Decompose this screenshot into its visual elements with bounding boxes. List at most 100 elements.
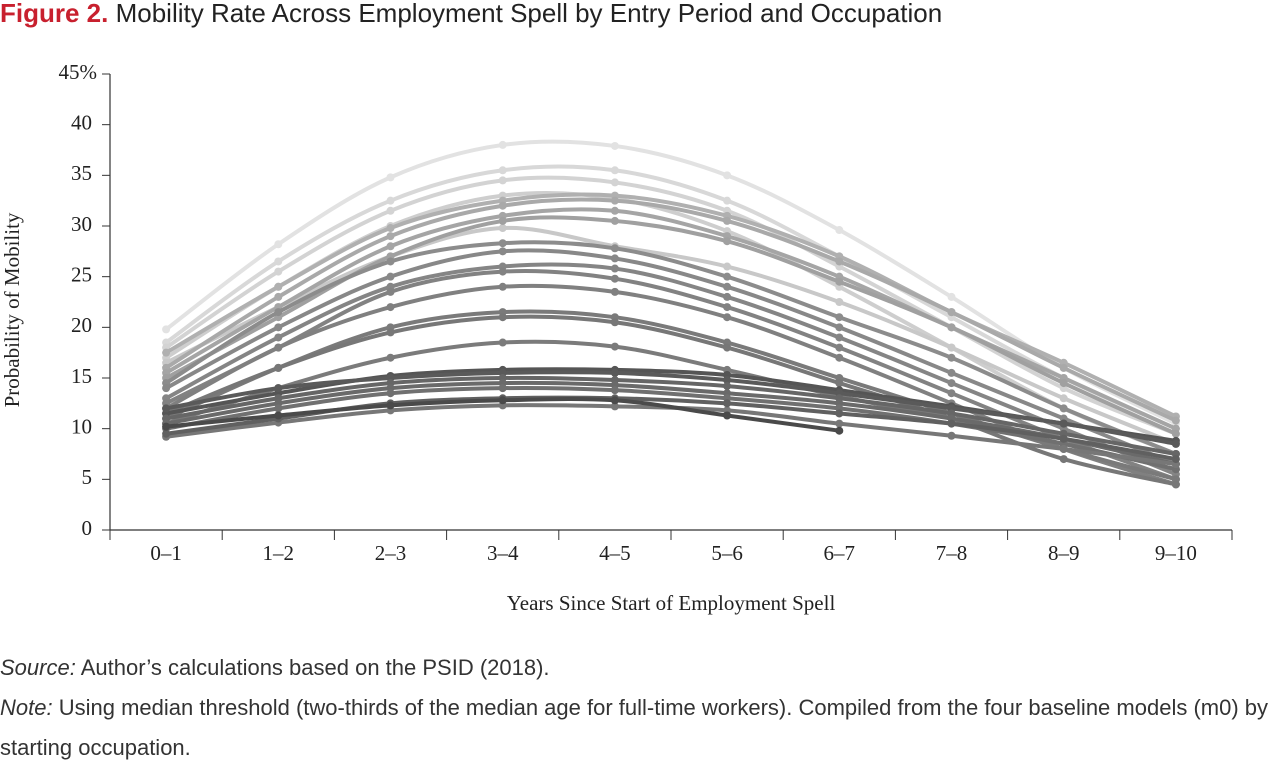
series-point [835, 419, 844, 428]
x-tick-label: 9–10 [1155, 541, 1197, 565]
series-point [1171, 439, 1180, 448]
series-point [610, 264, 619, 273]
series-point [162, 384, 171, 393]
series-point [835, 426, 844, 435]
series-point [274, 384, 283, 393]
series-point [498, 247, 507, 256]
series-point [1059, 363, 1068, 372]
series-point [723, 399, 732, 408]
series-point [835, 313, 844, 322]
series-point [610, 244, 619, 253]
series-point [947, 323, 956, 332]
series-point [498, 166, 507, 175]
series-point [1171, 480, 1180, 489]
x-tick-label: 3–4 [487, 541, 519, 565]
series-point [386, 257, 395, 266]
series-point [274, 257, 283, 266]
series-point [1059, 404, 1068, 413]
series-point [386, 287, 395, 296]
series-point [498, 201, 507, 210]
series-point [498, 176, 507, 185]
series-point [386, 173, 395, 182]
series-line [165, 225, 1177, 446]
series-point [835, 257, 844, 266]
series-point [947, 389, 956, 398]
series-point [498, 282, 507, 291]
series-point [274, 240, 283, 249]
y-tick-label: 45% [59, 60, 98, 84]
y-tick-label: 40 [71, 110, 92, 134]
series-point [1059, 379, 1068, 388]
series-line [165, 207, 1177, 431]
series-point [947, 379, 956, 388]
series-point [386, 401, 395, 410]
series-point [610, 402, 619, 411]
series-line [165, 385, 1177, 472]
series-line [165, 240, 1177, 456]
series-point [835, 343, 844, 352]
series-point [386, 232, 395, 241]
series-point [162, 429, 171, 438]
series-point [386, 196, 395, 205]
series-line [165, 197, 1177, 423]
y-tick-label: 35 [71, 161, 92, 185]
series-point [723, 303, 732, 312]
series-point [498, 140, 507, 149]
y-tick-label: 10 [71, 414, 92, 438]
series-point [386, 389, 395, 398]
series-line [165, 314, 1177, 487]
series-point [386, 242, 395, 251]
series-point [274, 404, 283, 413]
y-axis-label: Probability of Mobility [0, 212, 24, 407]
series-point [610, 254, 619, 263]
x-axis-label: Years Since Start of Employment Spell [507, 591, 836, 615]
title: Figure 2. Mobility Rate Across Employmen… [0, 0, 942, 29]
series-point [386, 328, 395, 337]
series-point [835, 277, 844, 286]
series-point [498, 396, 507, 405]
series-point [1171, 429, 1180, 438]
series-point [1171, 416, 1180, 425]
series-point [498, 239, 507, 248]
y-tick-label: 5 [82, 465, 93, 489]
series-point [498, 216, 507, 225]
series-point [723, 272, 732, 281]
series-point [835, 409, 844, 418]
x-tick-label: 4–5 [599, 541, 631, 565]
series-point [1059, 444, 1068, 453]
x-tick-label: 1–2 [263, 541, 295, 565]
series-point [386, 206, 395, 215]
series-point [947, 308, 956, 317]
series-point [1171, 455, 1180, 464]
series-line [165, 370, 1177, 446]
series-point [947, 431, 956, 440]
series-point [835, 379, 844, 388]
series-point [723, 411, 732, 420]
series-point [723, 171, 732, 180]
source: Source: Author’s calculations based on t… [0, 648, 1280, 688]
series-point [610, 386, 619, 395]
series-line [165, 380, 1177, 467]
series-point [835, 298, 844, 306]
series-point [162, 422, 171, 431]
series-point [610, 166, 619, 175]
series-point [835, 226, 844, 235]
series-line [165, 262, 1177, 477]
x-tick-label: 5–6 [711, 541, 743, 565]
series-point [274, 267, 283, 276]
note: Note: Using median threshold (two-thirds… [0, 688, 1280, 768]
series-point [610, 178, 619, 187]
series-point [274, 282, 283, 291]
series-point [1059, 434, 1068, 443]
series-point [610, 141, 619, 150]
series-point [610, 396, 619, 405]
series-point [610, 318, 619, 327]
series-line [164, 139, 1177, 426]
series-point [274, 292, 283, 301]
series-line [165, 248, 1177, 466]
series-point [723, 382, 732, 391]
y-tick-label: 25 [71, 262, 92, 286]
title-text: Mobility Rate Across Employment Spell by… [115, 0, 943, 28]
series-line [165, 375, 1177, 456]
series-point [386, 224, 395, 233]
